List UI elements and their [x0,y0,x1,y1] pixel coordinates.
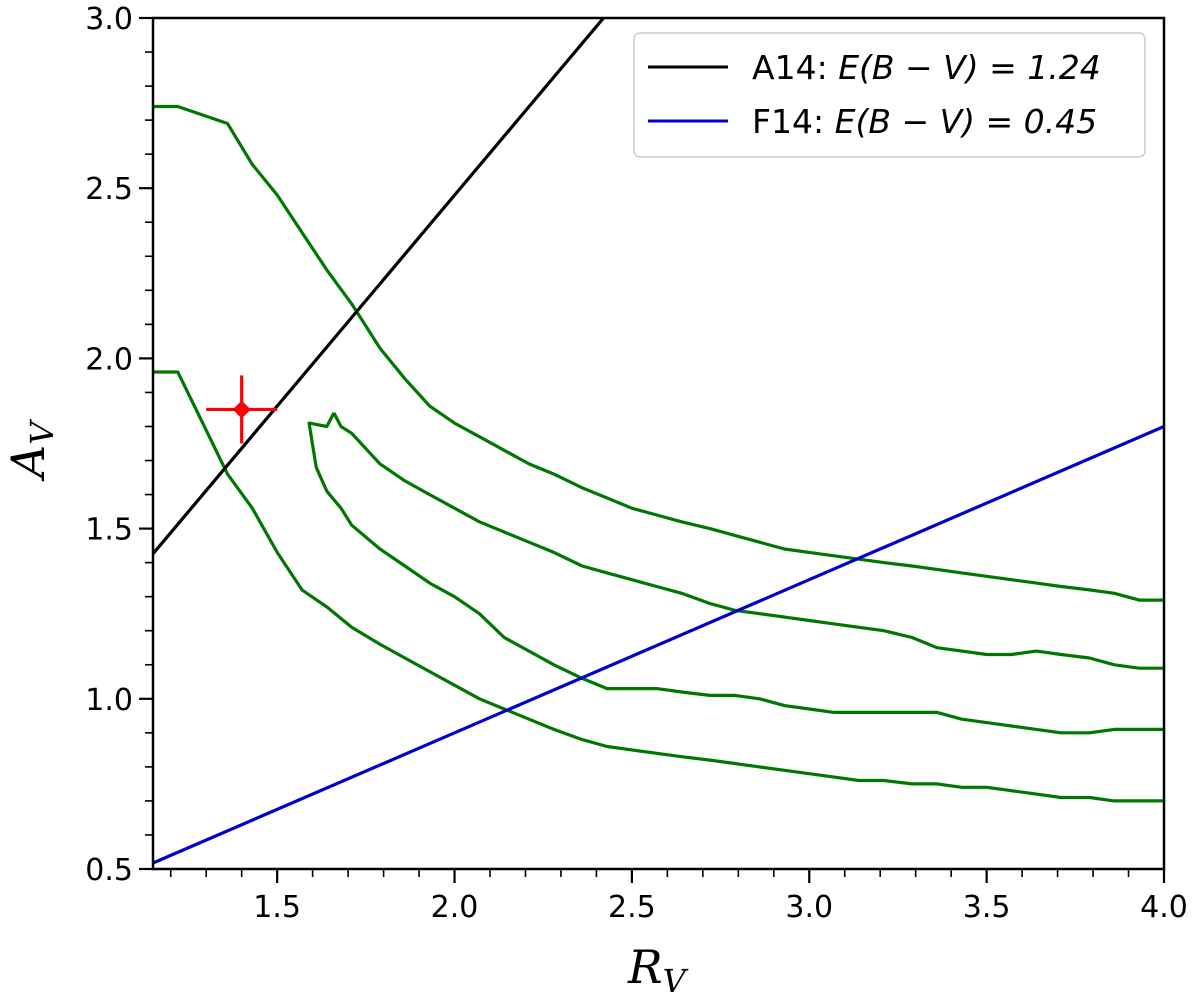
x-axis-label: RV [627,940,689,993]
plot-background [153,18,1164,869]
ticks-layer: 1.5 2.0 2.5 3.0 3.5 4.0 0.5 1.0 1.5 2.0 2.5 3.0 [85,2,1188,925]
y-tick-label: 3.0 [85,2,133,37]
y-axis-label-sub: V [23,419,61,445]
x-axis-label-sub: V [663,962,689,993]
x-tick-label: 1.5 [253,890,301,925]
legend-entry-a14-math: E(B − V) = 1.24 [838,48,1101,87]
y-axis-label-main: A [1,445,55,482]
x-tick-label: 3.0 [785,890,833,925]
y-tick-label: 0.5 [85,853,133,888]
y-tick-label: 1.0 [85,683,133,718]
y-axis-label: AV [1,419,61,482]
contour-line-2 [153,370,1164,803]
a14-line [153,18,605,555]
legend-entry-f14: F14: E(B − V) = 0.45 [752,102,1097,141]
legend-box [633,32,1146,158]
data-point-layer [206,375,278,444]
legend-entry-a14: A14: E(B − V) = 1.24 [752,48,1101,87]
data-layer [153,18,1164,865]
y-tick-label: 1.5 [85,513,133,548]
x-tick-label: 2.0 [431,890,479,925]
data-point-marker [232,400,251,419]
legend-entry-f14-math: E(B − V) = 0.45 [835,102,1098,141]
y-tick-label: 2.5 [85,172,133,207]
plot-frame [151,16,1166,871]
y-tick-label: 2.0 [85,342,133,377]
f14-line [153,425,1164,865]
x-tick-label: 4.0 [1140,890,1188,925]
x-tick-label: 3.5 [963,890,1011,925]
legend-entry-f14-prefix: F14: [752,102,835,141]
contour-line-1 [153,104,1164,602]
legend: A14: E(B − V) = 1.24 F14: E(B − V) = 0.4… [633,32,1146,158]
legend-entry-a14-prefix: A14: [752,48,838,87]
x-tick-label: 2.5 [608,890,656,925]
x-axis-label-main: R [627,940,663,993]
contour-line-3 [307,412,1164,735]
